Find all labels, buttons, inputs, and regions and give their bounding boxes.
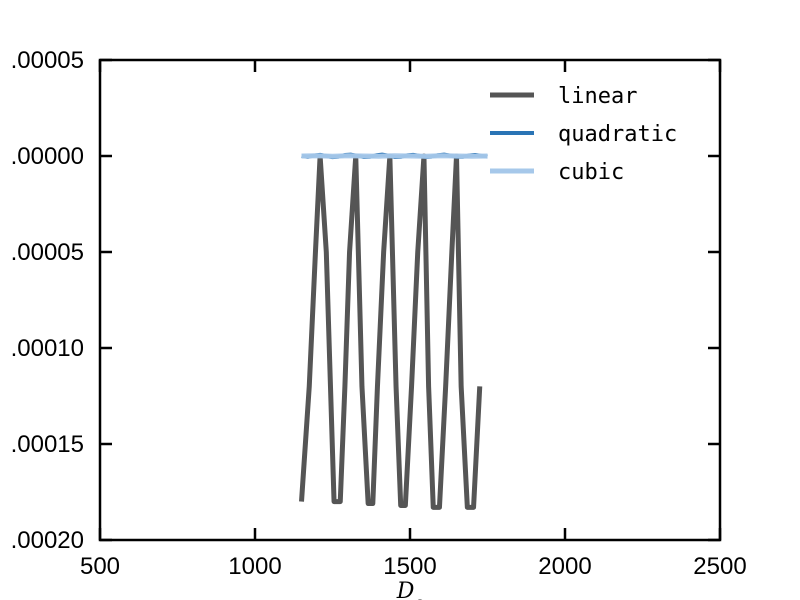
- y-tick-label-4: .00015: [11, 431, 84, 458]
- y-tick-label-2: .00005: [11, 239, 84, 266]
- x-axis-label: Dc: [396, 579, 424, 600]
- y-tick-label-1: .00000: [11, 143, 84, 170]
- y-tick-label-0: .00005: [11, 47, 84, 74]
- x-tick-label-2: 1500: [383, 553, 436, 580]
- x-tick-label-0: 500: [80, 553, 120, 580]
- series-group: [299, 152, 488, 510]
- series-linear-line: [299, 153, 483, 510]
- ticks-group: [98, 58, 722, 542]
- y-tick-label-3: .00010: [11, 335, 84, 362]
- y-tick-label-5: .00020: [11, 527, 84, 554]
- x-tick-label-1: 1000: [228, 553, 281, 580]
- legend-cubic-label: cubic: [558, 160, 624, 185]
- x-tick-label-3: 2000: [538, 553, 591, 580]
- legend-quadratic-label: quadratic: [558, 122, 677, 147]
- tick-labels-group: 500 1000 1500 2000 2500 .00005 .00000 .00005 .00…: [11, 47, 747, 580]
- legend-linear-label: linear: [558, 84, 637, 109]
- x-tick-label-4: 2500: [693, 553, 746, 580]
- legend: linear quadratic cubic: [490, 84, 677, 185]
